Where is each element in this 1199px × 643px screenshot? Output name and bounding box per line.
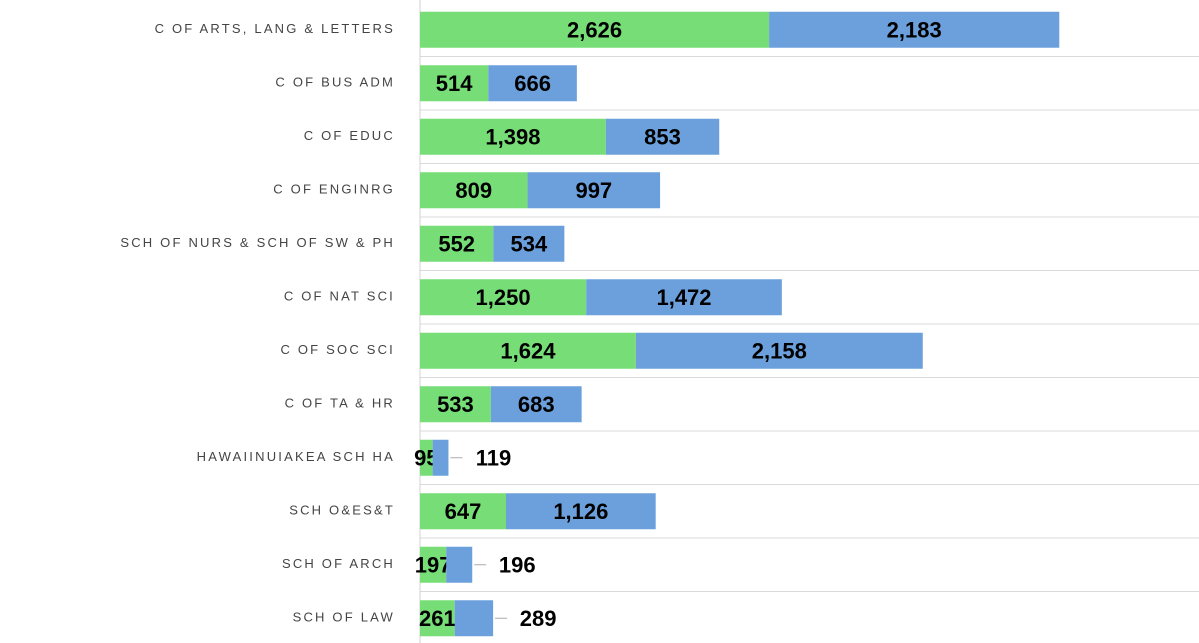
category-label: C OF ENGINRG [273, 182, 395, 197]
category-label: SCH O&ES&T [289, 503, 395, 518]
value-label: 289 [520, 606, 557, 631]
value-label: 647 [445, 499, 482, 524]
bar-segment [420, 11, 770, 48]
category-label: C OF EDUC [304, 128, 395, 143]
bar-segment [454, 600, 494, 637]
value-label: 2,183 [887, 18, 942, 43]
bar-segment [635, 332, 923, 369]
bar-segment [420, 172, 528, 209]
bar-segment [420, 118, 606, 155]
bar-segment [432, 439, 449, 476]
value-label: 119 [476, 446, 512, 471]
bar-segment [490, 386, 582, 423]
value-label: 1,472 [656, 285, 711, 310]
category-label: HAWAIINUIAKEA SCH HA [197, 449, 395, 464]
value-label: 2,158 [752, 339, 807, 364]
bar-segment [506, 493, 656, 530]
bar-segment [420, 493, 507, 530]
value-label: 809 [455, 178, 492, 203]
category-label: SCH OF LAW [293, 610, 395, 625]
value-label: 514 [436, 71, 473, 96]
bar-segment [446, 546, 473, 583]
bar-segment [769, 11, 1060, 48]
bar-segment [420, 546, 447, 583]
bar-segment [586, 279, 782, 316]
category-label: SCH OF NURS & SCH OF SW & PH [120, 235, 395, 250]
category-label: C OF SOC SCI [280, 342, 395, 357]
value-label: 666 [514, 71, 551, 96]
value-label: 997 [575, 178, 612, 203]
value-label: 853 [644, 125, 681, 150]
value-label: 2,626 [567, 18, 622, 43]
bar-segment [420, 225, 494, 262]
category-label: C OF ARTS, LANG & LETTERS [155, 21, 395, 36]
value-label: 533 [437, 392, 474, 417]
value-label: 1,126 [553, 499, 608, 524]
bar-segment [420, 65, 489, 102]
bar-segment [420, 439, 433, 476]
bar-segment [420, 332, 636, 369]
value-label: 261 [419, 606, 456, 631]
value-label: 534 [511, 232, 548, 257]
value-label: 683 [518, 392, 555, 417]
bar-segment [420, 279, 587, 316]
bar-segment [420, 600, 455, 637]
bar-segment [488, 65, 577, 102]
value-label: 197 [415, 553, 452, 578]
value-label: 1,624 [500, 339, 556, 364]
category-label: C OF BUS ADM [275, 75, 395, 90]
bar-segment [527, 172, 661, 209]
value-label: 552 [438, 232, 475, 257]
category-label: SCH OF ARCH [282, 556, 395, 571]
category-label: C OF TA & HR [285, 396, 395, 411]
value-label: 1,398 [485, 125, 540, 150]
bar-segment [605, 118, 720, 155]
value-label: 1,250 [476, 285, 531, 310]
value-label: 196 [499, 553, 536, 578]
category-label: C OF NAT SCI [284, 289, 395, 304]
bar-segment [420, 386, 491, 423]
bar-segment [493, 225, 565, 262]
